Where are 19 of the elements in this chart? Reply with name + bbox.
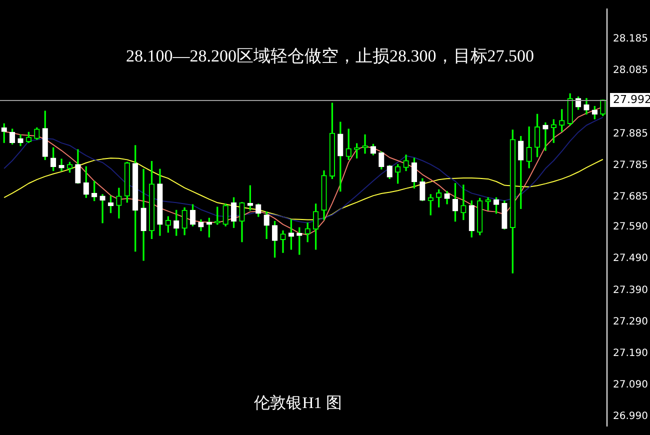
y-tick-label: 27.785: [613, 160, 648, 171]
candlestick: [100, 194, 106, 224]
y-tick-label: 27.490: [613, 253, 648, 264]
y-tick-label: 27.885: [613, 128, 648, 140]
candlestick: [58, 158, 64, 172]
y-tick-label: 27.390: [613, 284, 648, 296]
annotation: 伦敦银H1 图: [254, 394, 342, 412]
y-tick-label: 27.090: [613, 380, 648, 391]
y-tick-label: 27.685: [613, 192, 648, 203]
y-tick-label: 26.990: [613, 411, 648, 422]
y-tick-label: 27.590: [613, 222, 648, 233]
candlestick: [542, 122, 548, 151]
text: 28.100—28.200区域轻仓做空，止损28.300，目标27.500: [126, 46, 534, 66]
candlestick: [460, 184, 466, 220]
y-tick-label: 27.290: [613, 316, 648, 328]
y-tick-label: 28.185: [613, 34, 648, 45]
y-tick-label: 28.085: [613, 65, 648, 76]
candlestick: [140, 168, 146, 261]
y-tick-label: 27.190: [613, 348, 648, 359]
